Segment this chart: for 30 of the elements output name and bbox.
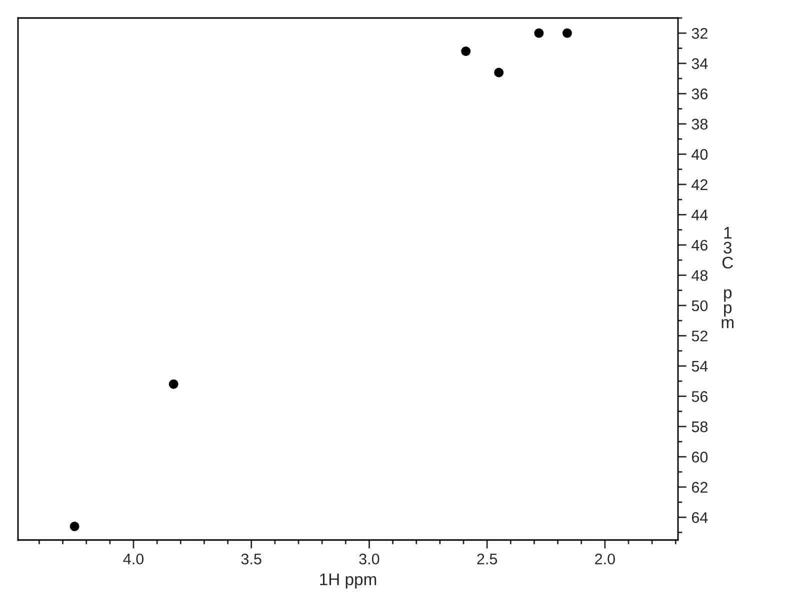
y-tick-label: 52 — [692, 330, 708, 342]
point — [168, 379, 178, 389]
y-tick-label: 34 — [692, 58, 708, 70]
y-tick-label: 62 — [692, 482, 708, 493]
x-tick-label: 2.0 — [595, 554, 615, 564]
y-tick-label: 50 — [692, 300, 708, 312]
y-tick-label: 36 — [692, 88, 708, 100]
x-tick-label: 2.5 — [477, 554, 498, 564]
y-tick-label: 38 — [692, 118, 708, 130]
x-axis-title: 1H ppm — [320, 574, 376, 589]
point — [494, 68, 504, 78]
point — [461, 46, 471, 56]
y-tick-label: 40 — [692, 149, 708, 160]
x-tick-label: 4.0 — [123, 554, 144, 564]
y-tick-label: 54 — [692, 361, 708, 372]
y-tick-label: 44 — [692, 210, 708, 220]
text: 13C ppm — [722, 227, 734, 328]
point — [562, 28, 572, 38]
y-tick-label: 46 — [692, 240, 708, 251]
point — [534, 28, 544, 38]
y-tick-label: 64 — [692, 512, 708, 523]
x-tick-label: 3.5 — [241, 554, 262, 564]
y-tick-label: 32 — [692, 28, 708, 39]
y-tick-label: 60 — [692, 452, 708, 462]
x-tick-label: 3.0 — [359, 554, 380, 564]
point — [70, 522, 80, 532]
y-tick-label: 48 — [692, 270, 708, 281]
y-tick-label: 58 — [692, 421, 708, 432]
y-tick-label: 42 — [692, 179, 708, 190]
y-tick-label: 56 — [692, 391, 708, 402]
